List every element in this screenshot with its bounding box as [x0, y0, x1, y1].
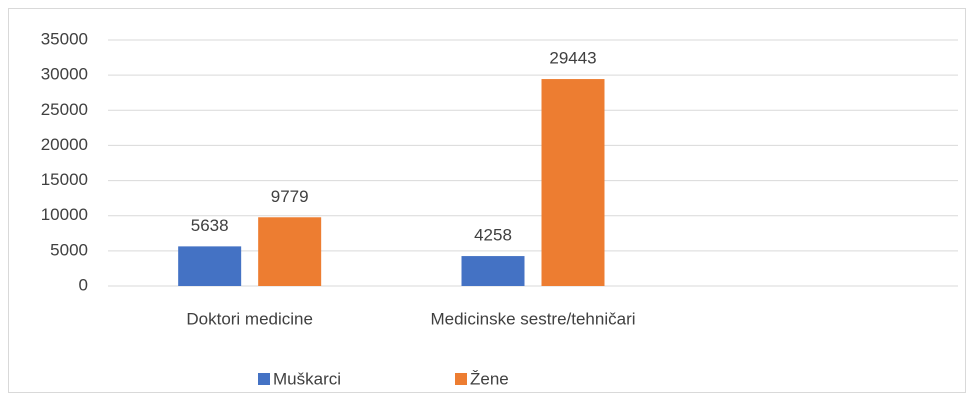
bar: [178, 246, 242, 286]
data-label: 4258: [474, 226, 512, 245]
y-tick-label: 0: [79, 275, 88, 294]
x-tick-label: Medicinske sestre/tehničari: [430, 309, 635, 328]
bar: [541, 79, 605, 286]
y-tick-label: 15000: [41, 170, 88, 189]
legend-label: Žene: [470, 369, 509, 388]
y-tick-label: 30000: [41, 65, 88, 84]
x-tick-label: Doktori medicine: [186, 309, 313, 328]
data-label: 5638: [191, 216, 229, 235]
legend-swatch: [455, 373, 467, 385]
data-label: 29443: [549, 49, 596, 68]
y-tick-label: 20000: [41, 135, 88, 154]
legend-swatch: [258, 373, 270, 385]
bar: [461, 256, 525, 286]
bar: [258, 217, 322, 286]
y-tick-label: 25000: [41, 100, 88, 119]
y-tick-label: 5000: [50, 240, 88, 259]
data-label: 9779: [271, 187, 309, 206]
y-tick-label: 35000: [41, 29, 88, 48]
chart-border: [8, 8, 966, 393]
y-tick-label: 10000: [41, 205, 88, 224]
legend-label: Muškarci: [273, 369, 341, 388]
